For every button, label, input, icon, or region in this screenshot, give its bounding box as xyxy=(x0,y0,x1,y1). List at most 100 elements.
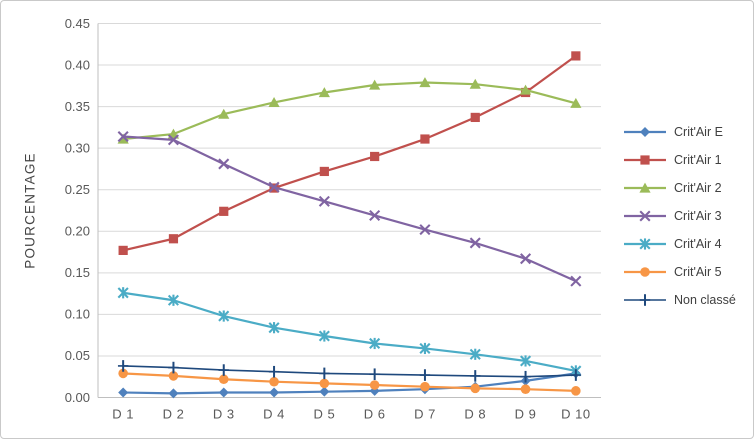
legend-marker xyxy=(640,127,650,137)
data-point-marker xyxy=(268,365,280,378)
legend-label: Crit'Air 2 xyxy=(674,181,722,195)
data-point-marker xyxy=(571,51,581,61)
data-point-marker xyxy=(520,370,531,383)
data-point-marker xyxy=(470,383,481,394)
x-tick-label: D 5 xyxy=(313,407,335,422)
legend-key-icon xyxy=(624,127,666,137)
legend-item: Crit'Air 3 xyxy=(622,202,736,230)
data-point-marker xyxy=(520,384,531,394)
data-point-marker xyxy=(268,322,280,334)
data-point-marker xyxy=(218,387,229,398)
data-point-marker xyxy=(420,134,430,144)
legend-key-icon xyxy=(624,182,666,193)
data-point-marker xyxy=(269,387,280,398)
series-crit-air-1 xyxy=(118,51,581,255)
data-point-marker xyxy=(469,237,481,249)
y-tick-label: 0.35 xyxy=(65,99,90,114)
data-point-marker xyxy=(519,84,532,95)
data-point-marker xyxy=(370,151,380,162)
legend-label: Crit'Air E xyxy=(674,125,723,139)
data-point-marker xyxy=(369,368,380,381)
x-tick-label: D 9 xyxy=(515,407,537,422)
data-point-marker xyxy=(319,386,330,397)
data-point-marker xyxy=(218,364,229,376)
legend-label: Crit'Air 5 xyxy=(674,265,722,279)
x-tick-label: D 6 xyxy=(364,407,386,422)
legend-item: Crit'Air 2 xyxy=(622,174,736,202)
data-point-marker xyxy=(168,388,179,399)
data-point-marker xyxy=(268,97,280,108)
legend-key-icon xyxy=(624,210,666,222)
data-point-marker xyxy=(117,130,129,143)
chart-legend: Crit'Air E Crit'Air 1 Crit'Air 2 Crit'Air 3… xyxy=(622,118,736,314)
x-tick-label: D 7 xyxy=(414,407,436,422)
legend-item: Crit'Air 4 xyxy=(622,230,736,258)
legend-marker xyxy=(640,155,650,165)
data-point-marker xyxy=(570,275,582,287)
data-point-marker xyxy=(520,355,532,367)
y-tick-label: 0.25 xyxy=(65,182,90,197)
data-point-marker xyxy=(117,360,129,372)
data-point-marker xyxy=(571,386,581,396)
legend-marker xyxy=(639,294,651,306)
legend-label: Crit'Air 3 xyxy=(674,209,722,223)
data-point-marker xyxy=(319,367,330,380)
data-point-marker xyxy=(269,376,279,387)
data-point-marker xyxy=(168,361,179,374)
data-point-marker xyxy=(419,369,431,381)
x-tick-label: D 2 xyxy=(163,407,185,422)
data-point-marker xyxy=(118,387,129,398)
data-point-marker xyxy=(470,112,480,123)
data-point-marker xyxy=(168,371,179,381)
data-point-marker xyxy=(218,374,229,385)
data-point-marker xyxy=(319,378,330,389)
data-point-marker xyxy=(469,348,481,360)
data-point-marker xyxy=(218,108,230,119)
data-point-marker xyxy=(470,370,481,382)
y-tick-label: 0.45 xyxy=(65,16,90,31)
data-point-marker xyxy=(219,206,229,216)
data-point-marker xyxy=(419,342,431,355)
data-point-marker xyxy=(319,166,329,177)
x-tick-label: D 8 xyxy=(464,407,486,422)
data-point-marker xyxy=(167,294,179,306)
series-crit-air-3 xyxy=(117,130,582,287)
y-tick-label: 0.15 xyxy=(65,265,90,280)
legend-item: Non classé xyxy=(622,286,736,314)
legend-marker xyxy=(639,210,651,222)
data-point-marker xyxy=(369,380,380,390)
data-point-marker xyxy=(369,209,381,222)
series-crit-air-4 xyxy=(117,287,582,377)
x-axis-tick-labels: D 1 D 2 D 3 D 4 D 5 D 6 D 7 D 8 D 9 D 10 xyxy=(112,407,590,422)
legend-marker xyxy=(639,182,651,193)
y-tick-label: 0.30 xyxy=(65,140,90,155)
data-point-marker xyxy=(318,87,330,98)
gridlines xyxy=(98,23,601,357)
x-tick-label: D 3 xyxy=(213,407,235,422)
legend-label: Non classé xyxy=(674,293,736,307)
data-point-marker xyxy=(570,369,582,381)
legend-item: Crit'Air 1 xyxy=(622,146,736,174)
y-tick-label: 0.40 xyxy=(65,57,90,72)
legend-key-icon xyxy=(624,155,666,165)
x-tick-label: D 10 xyxy=(561,407,590,422)
x-tick-label: D 4 xyxy=(263,407,285,422)
legend-item: Crit'Air E xyxy=(622,118,736,146)
data-point-marker xyxy=(369,337,381,350)
data-point-marker xyxy=(420,381,430,392)
legend-key-icon xyxy=(624,238,666,250)
data-point-marker xyxy=(520,253,532,265)
series-crit-air-2 xyxy=(117,77,582,144)
data-point-marker xyxy=(168,234,179,244)
data-point-marker xyxy=(218,158,230,170)
y-tick-label: 0.10 xyxy=(65,307,90,322)
data-point-marker xyxy=(570,97,582,108)
data-point-marker xyxy=(369,79,381,90)
y-tick-label: 0.00 xyxy=(65,390,90,405)
data-point-marker xyxy=(419,77,431,88)
legend-label: Crit'Air 4 xyxy=(674,237,722,251)
data-point-marker xyxy=(419,224,431,236)
data-point-marker xyxy=(218,310,230,322)
